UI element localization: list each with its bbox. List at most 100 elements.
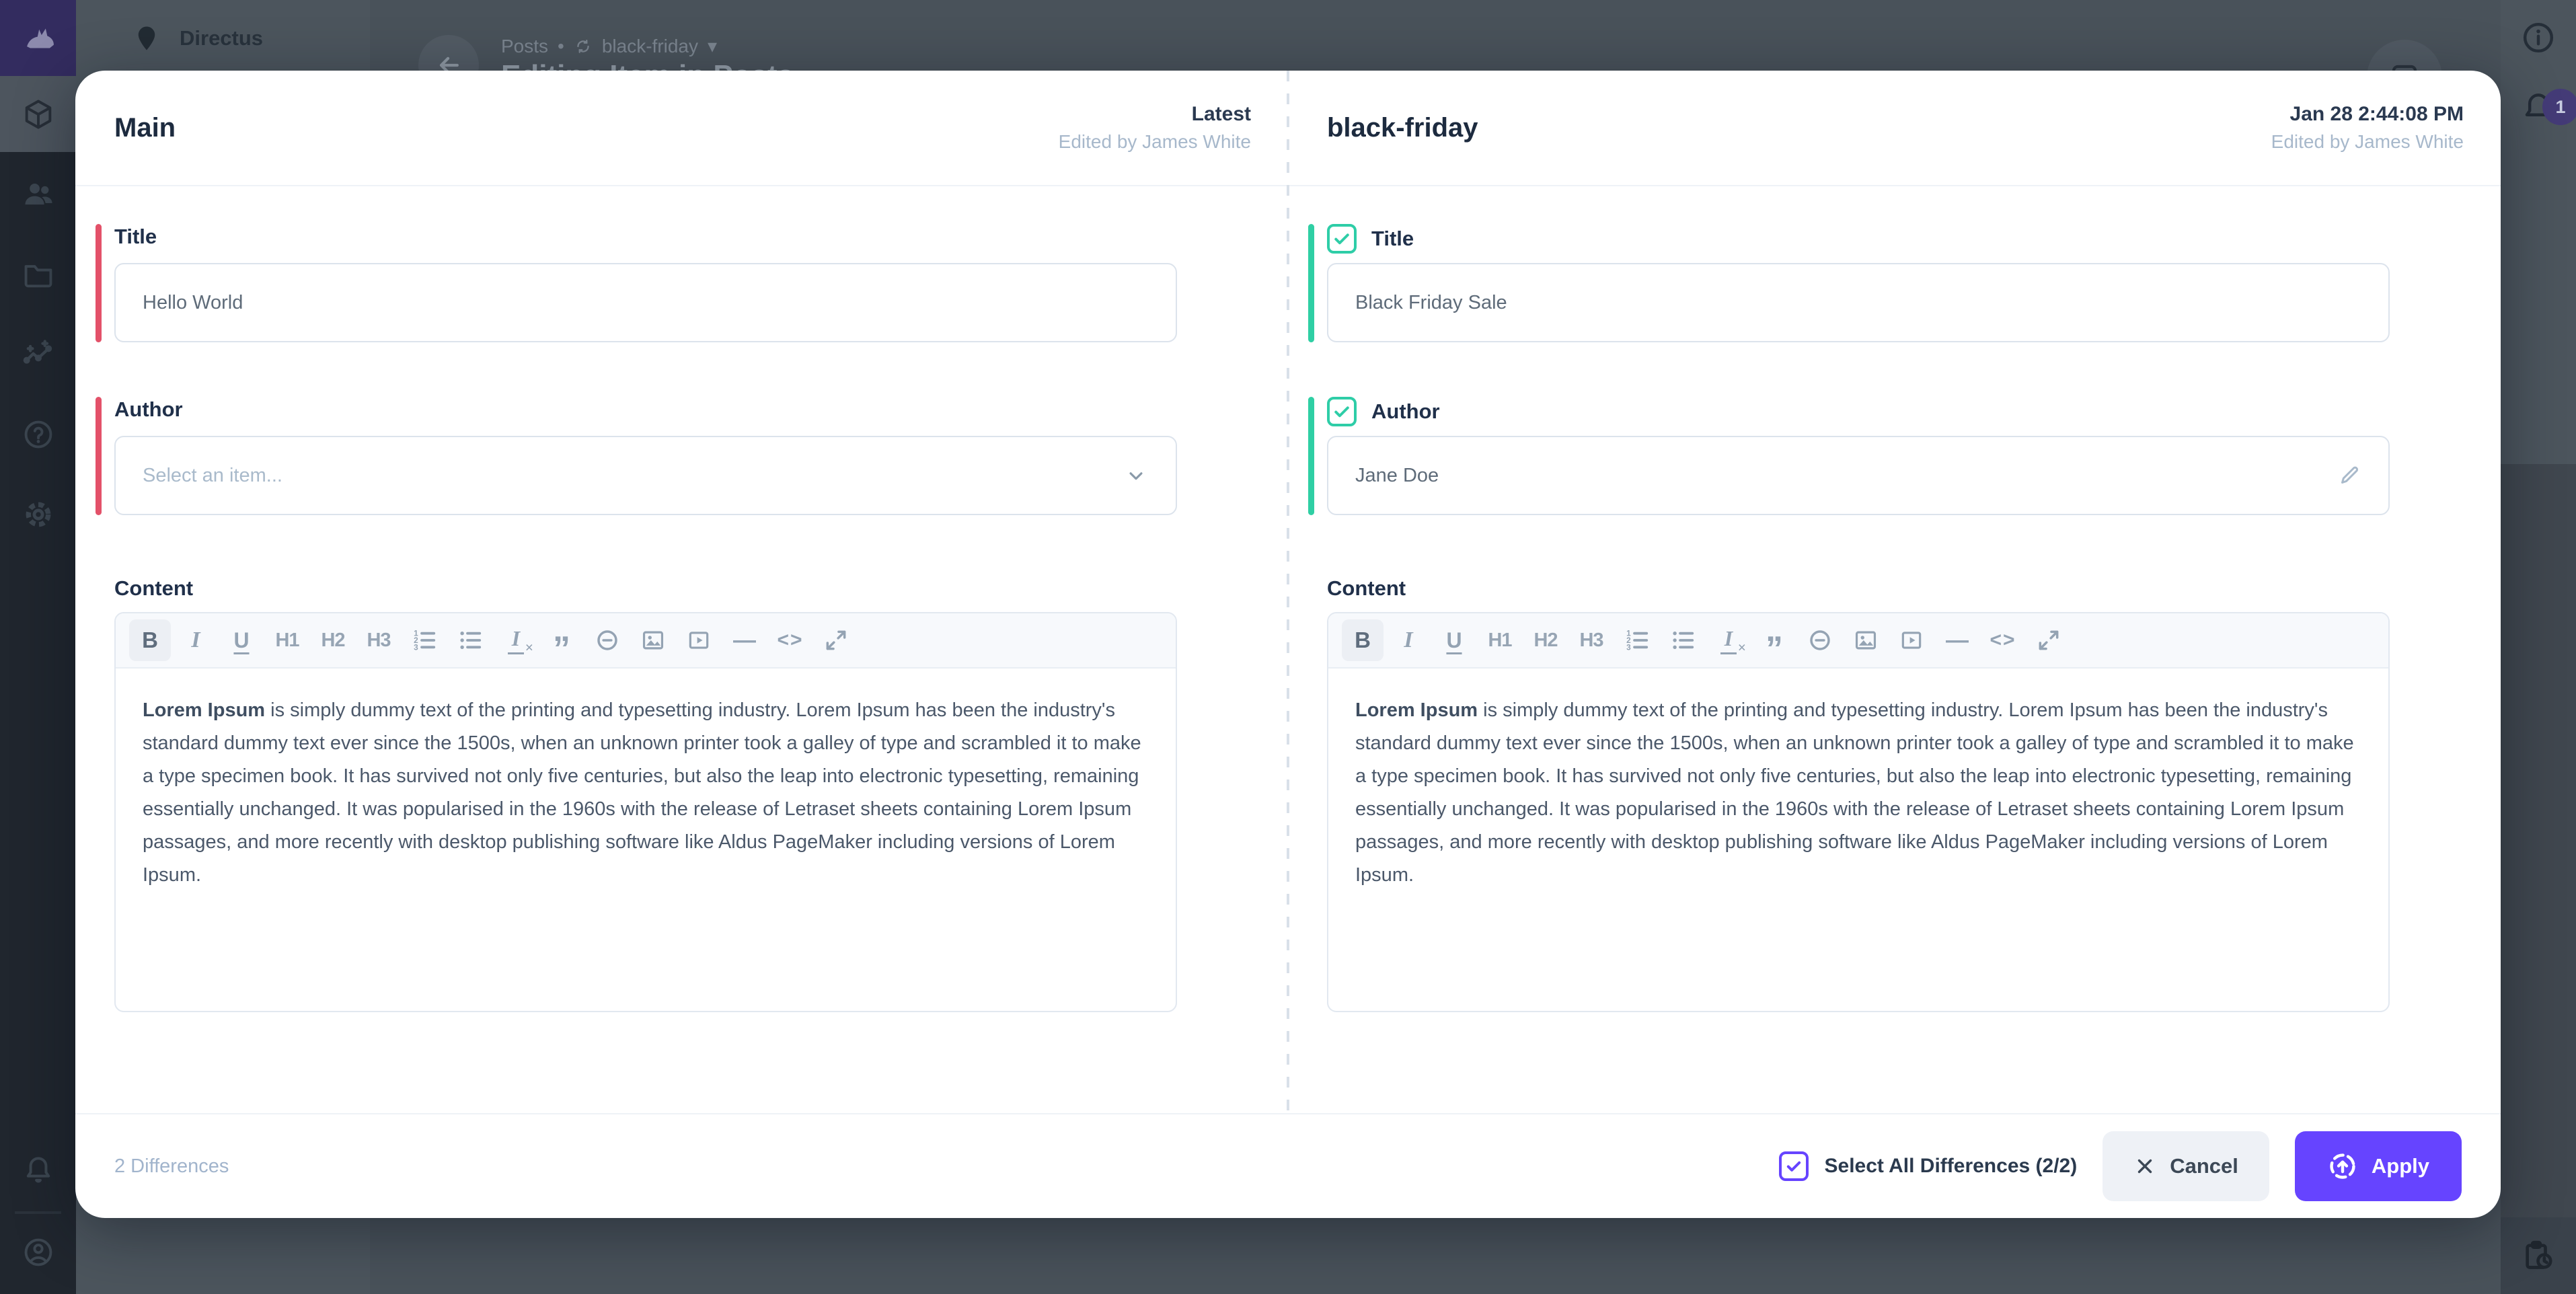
select-all-differences[interactable]: Select All Differences (2/2) xyxy=(1778,1151,2077,1181)
author-diff-checkbox[interactable] xyxy=(1327,397,1357,426)
diff-removed-bar xyxy=(96,397,102,515)
insights-icon xyxy=(23,339,52,364)
video-button[interactable] xyxy=(678,619,720,661)
svg-text:2: 2 xyxy=(414,636,418,645)
main-content-body[interactable]: Lorem Ipsum is simply dummy text of the … xyxy=(116,669,1176,1011)
main-panel-title: Main xyxy=(114,112,176,143)
clipboard-clock-icon xyxy=(2526,1240,2552,1269)
main-author-select[interactable]: Select an item... xyxy=(114,436,1177,515)
h1-button[interactable]: H1 xyxy=(1488,629,1512,651)
remove-format-button[interactable]: I × xyxy=(495,619,537,661)
right-sidebar-lower xyxy=(2501,464,2576,1294)
h1-button[interactable]: H1 xyxy=(275,629,299,651)
compare-drawer: Main Latest Edited by James White Title … xyxy=(75,71,2501,1218)
horizontal-rule-button[interactable]: — xyxy=(733,627,756,653)
version-content-body[interactable]: Lorem Ipsum is simply dummy text of the … xyxy=(1328,669,2388,1011)
main-title-value: Hello World xyxy=(143,291,243,313)
author-field-label: Author xyxy=(1371,399,1440,423)
apply-button[interactable]: Apply xyxy=(2294,1131,2462,1201)
breadcrumb[interactable]: Posts • black-friday ▾ xyxy=(501,35,717,57)
bullet-list-button[interactable] xyxy=(1662,619,1704,661)
version-title-input[interactable]: Black Friday Sale xyxy=(1327,263,2390,342)
info-icon xyxy=(2523,22,2554,53)
module-bar xyxy=(0,0,76,1294)
notifications-bell[interactable] xyxy=(0,1131,76,1207)
h3-button[interactable]: H3 xyxy=(367,629,391,651)
h3-button[interactable]: H3 xyxy=(1579,629,1603,651)
breadcrumb-collection[interactable]: Posts xyxy=(501,35,549,56)
module-users[interactable] xyxy=(0,156,76,232)
content-cube-icon xyxy=(25,100,51,128)
version-author-input[interactable]: Jane Doe xyxy=(1327,436,2390,515)
project-chooser[interactable]: Directus xyxy=(76,0,370,76)
caret-down-icon: ▾ xyxy=(708,36,718,56)
author-placeholder: Select an item... xyxy=(143,464,282,486)
arrow-left-icon xyxy=(439,56,459,74)
bullet-list-button[interactable] xyxy=(449,619,491,661)
svg-text:2: 2 xyxy=(1626,636,1631,645)
fullscreen-button[interactable] xyxy=(815,619,857,661)
version-meta-primary: Jan 28 2:44:08 PM xyxy=(2289,103,2464,125)
blockquote-button[interactable]: ” xyxy=(553,630,570,669)
project-pin-icon xyxy=(138,26,155,50)
title-diff-checkbox[interactable] xyxy=(1327,224,1357,254)
link-button[interactable] xyxy=(1799,619,1841,661)
svg-text:1: 1 xyxy=(414,629,418,638)
link-button[interactable] xyxy=(586,619,628,661)
main-title-input[interactable]: Hello World xyxy=(114,263,1177,342)
blockquote-button[interactable]: ” xyxy=(1766,630,1783,669)
code-button[interactable]: <> xyxy=(1990,629,2016,651)
sidebar-notifications-button[interactable] xyxy=(2520,89,2557,126)
main-meta-secondary: Edited by James White xyxy=(1058,131,1251,152)
fullscreen-button[interactable] xyxy=(2028,619,2070,661)
info-sidebar-button[interactable] xyxy=(2520,19,2557,56)
directus-logo[interactable] xyxy=(0,0,76,76)
content-field-label: Content xyxy=(114,576,194,600)
image-button[interactable] xyxy=(1845,619,1887,661)
module-files[interactable] xyxy=(0,236,76,312)
select-all-checkbox[interactable] xyxy=(1778,1151,1809,1181)
video-button[interactable] xyxy=(1891,619,1932,661)
italic-button[interactable]: I xyxy=(191,627,200,652)
drawer-footer: 2 Differences Select All Differences (2/… xyxy=(75,1113,2501,1218)
avatar-icon xyxy=(24,1238,52,1266)
code-button[interactable]: <> xyxy=(777,629,804,651)
content-lead: Lorem Ipsum xyxy=(143,699,266,721)
content-lead: Lorem Ipsum xyxy=(1355,699,1478,721)
h2-button[interactable]: H2 xyxy=(321,629,345,651)
bold-button[interactable]: B xyxy=(1342,619,1384,661)
chevron-down-icon[interactable] xyxy=(1123,463,1149,488)
user-avatar[interactable] xyxy=(0,1214,76,1290)
breadcrumb-version[interactable]: black-friday xyxy=(601,35,699,56)
image-button[interactable] xyxy=(632,619,674,661)
content-field-label: Content xyxy=(1327,576,1406,600)
module-help[interactable] xyxy=(0,396,76,472)
bold-button[interactable]: B xyxy=(129,619,171,661)
apply-label: Apply xyxy=(2371,1154,2429,1178)
version-title-value: Black Friday Sale xyxy=(1355,291,1507,313)
differences-count: 2 Differences xyxy=(114,1155,229,1177)
h2-button[interactable]: H2 xyxy=(1533,629,1558,651)
diff-added-bar xyxy=(1308,224,1314,342)
cancel-button[interactable]: Cancel xyxy=(2103,1131,2269,1201)
underline-button[interactable]: U xyxy=(233,627,250,652)
remove-format-button[interactable]: I × xyxy=(1708,619,1749,661)
italic-button[interactable]: I xyxy=(1404,627,1413,652)
diff-added-bar xyxy=(1308,397,1314,515)
version-author-field: Author Jane Doe xyxy=(1308,397,2390,515)
horizontal-rule-button[interactable]: — xyxy=(1946,627,1969,653)
main-title-field: Title Hello World xyxy=(96,224,1177,342)
edit-pencil-icon[interactable] xyxy=(2337,463,2361,488)
module-insights[interactable] xyxy=(0,316,76,392)
module-settings[interactable] xyxy=(0,476,76,552)
close-icon xyxy=(2138,1159,2152,1174)
underline-button[interactable]: U xyxy=(1446,627,1462,652)
title-field-label: Title xyxy=(1371,227,1414,250)
activity-corner[interactable] xyxy=(2501,1217,2576,1294)
project-name: Directus xyxy=(180,26,264,50)
module-content[interactable] xyxy=(0,76,76,152)
